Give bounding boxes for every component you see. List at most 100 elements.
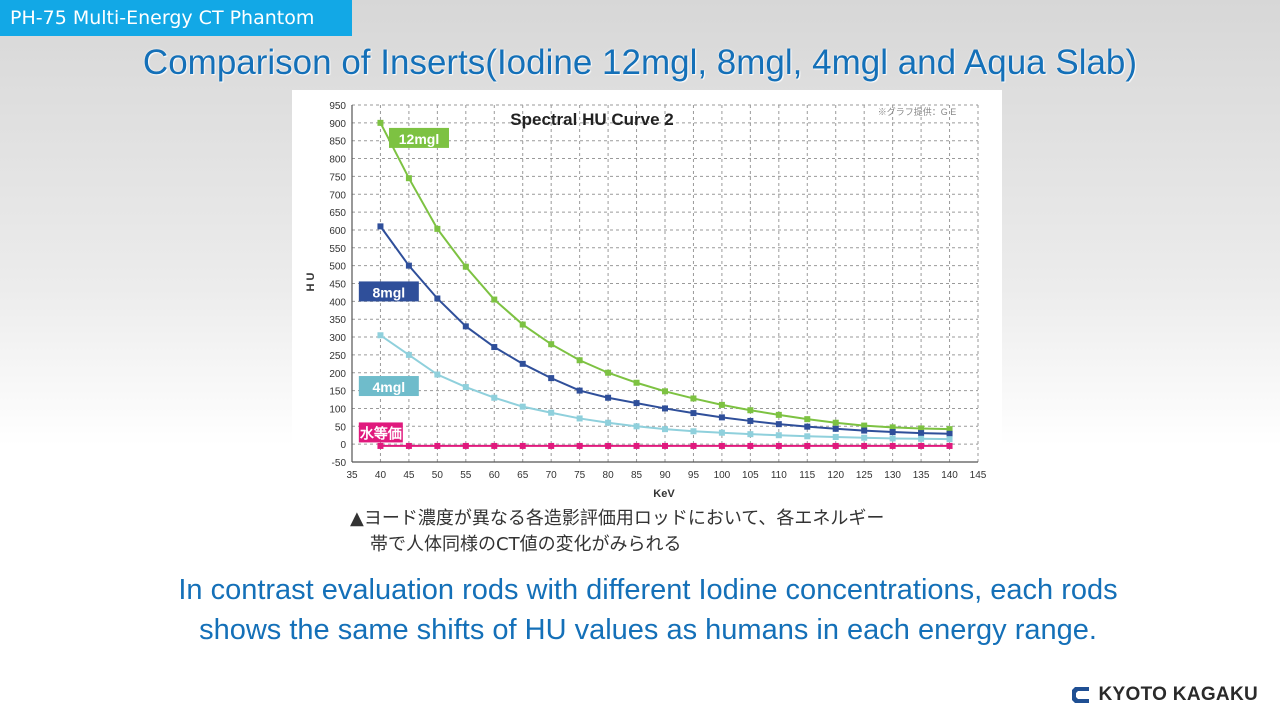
data-point <box>405 351 412 358</box>
data-point <box>918 430 925 437</box>
data-point <box>832 442 839 449</box>
data-point <box>434 295 441 302</box>
data-point <box>662 405 668 412</box>
data-point <box>519 442 526 449</box>
x-axis-label: KeV <box>653 488 675 500</box>
series-points <box>377 119 953 449</box>
data-point <box>633 400 640 407</box>
data-point <box>377 223 384 230</box>
data-point <box>462 263 469 270</box>
x-tick-label: 40 <box>375 470 387 481</box>
series-label: 12mgl <box>399 131 439 147</box>
data-point <box>605 394 612 401</box>
x-tick-label: 140 <box>941 470 958 481</box>
chart-credit: ※グラフ提供：G E <box>878 106 957 117</box>
data-point <box>775 411 782 418</box>
data-point <box>690 410 697 417</box>
x-tick-label: 55 <box>460 470 472 481</box>
x-tick-label: 70 <box>546 470 558 481</box>
data-point <box>918 442 925 449</box>
x-tick-label: 75 <box>574 470 586 481</box>
y-tick-label: 200 <box>329 369 346 380</box>
x-tick-label: 120 <box>827 470 844 481</box>
data-point <box>718 401 725 408</box>
y-tick-label: 100 <box>329 404 346 415</box>
y-tick-label: 450 <box>329 280 346 291</box>
data-point <box>832 434 839 441</box>
y-tick-label: 550 <box>329 244 346 255</box>
data-point <box>946 426 953 433</box>
series-label: 水等価 <box>360 425 402 441</box>
data-point <box>491 344 498 351</box>
x-tick-label: 80 <box>603 470 615 481</box>
data-point <box>491 394 498 401</box>
data-point <box>775 442 782 449</box>
data-point <box>804 442 811 449</box>
y-tick-label: 0 <box>340 440 346 451</box>
data-point <box>804 423 811 430</box>
data-point <box>491 296 498 303</box>
data-point <box>690 395 697 402</box>
data-point <box>605 442 612 449</box>
japanese-caption: ▲ヨード濃度が異なる各造影評価用ロッドにおいて、各エネルギー 帯で人体同様のCT… <box>350 506 990 558</box>
data-point <box>519 321 526 328</box>
x-tick-label: 85 <box>631 470 643 481</box>
data-point <box>918 425 925 432</box>
data-point <box>462 442 469 449</box>
x-tick-label: 125 <box>856 470 873 481</box>
data-point <box>462 384 469 391</box>
data-point <box>861 422 868 429</box>
series-label: 4mgl <box>372 379 405 395</box>
data-point <box>405 442 412 449</box>
data-point <box>405 262 412 269</box>
x-tick-labels: 35 40 45 50 55 60 65 70 75 80 85 90 95 100 105 110 115 12… <box>346 470 986 481</box>
data-point <box>576 387 583 394</box>
data-point <box>889 429 896 436</box>
data-point <box>434 442 441 449</box>
data-point <box>918 435 925 442</box>
data-point <box>690 428 697 435</box>
data-point <box>605 419 612 426</box>
y-tick-label: 350 <box>329 315 346 326</box>
data-point <box>690 442 697 449</box>
data-point <box>633 379 640 386</box>
data-point <box>462 323 469 330</box>
x-tick-label: 105 <box>742 470 759 481</box>
data-point <box>889 435 896 442</box>
data-point <box>662 388 668 395</box>
description-line-1: In contrast evaluation rods with differe… <box>178 574 1118 606</box>
data-point <box>605 369 612 376</box>
data-point <box>775 432 782 439</box>
x-tick-label: 35 <box>346 470 358 481</box>
y-tick-label: 850 <box>329 137 346 148</box>
series-label-box <box>358 376 419 397</box>
y-tick-label: 150 <box>329 387 346 398</box>
x-tick-label: 90 <box>659 470 671 481</box>
y-tick-label: 600 <box>329 226 346 237</box>
slide-title: Comparison of Inserts(Iodine 12mgl, 8mgl… <box>142 43 1138 82</box>
data-point <box>718 414 725 421</box>
data-point <box>405 175 412 182</box>
product-tag: PH-75 Multi-Energy CT Phantom <box>0 0 352 36</box>
description-line-2: shows the same shifts of HU values as hu… <box>199 614 1097 646</box>
data-point <box>576 442 583 449</box>
data-point <box>747 442 754 449</box>
caption-line-2: 帯で人体同様のCT値の変化がみられる <box>370 534 682 555</box>
data-point <box>434 371 441 378</box>
y-tick-label: 250 <box>329 351 346 362</box>
data-point <box>747 417 754 424</box>
brand-logo: KYOTO KAGAKU <box>1071 684 1258 706</box>
y-tick-label: -50 <box>332 458 347 469</box>
data-point <box>519 360 526 367</box>
y-tick-label: 950 <box>329 101 346 112</box>
data-point <box>861 434 868 441</box>
caption-line-1: ▲ヨード濃度が異なる各造影評価用ロッドにおいて、各エネルギー <box>350 508 885 529</box>
chart-panel: -50 0 50 100 150 200 250 300 350 400 450 500 550 600 6… <box>292 90 1002 560</box>
data-point <box>747 431 754 438</box>
chart-grid <box>351 104 979 463</box>
data-point <box>576 357 583 364</box>
data-point <box>434 225 441 232</box>
data-point <box>861 427 868 434</box>
brand-name: KYOTO KAGAKU <box>1098 684 1258 705</box>
data-point <box>832 419 839 426</box>
